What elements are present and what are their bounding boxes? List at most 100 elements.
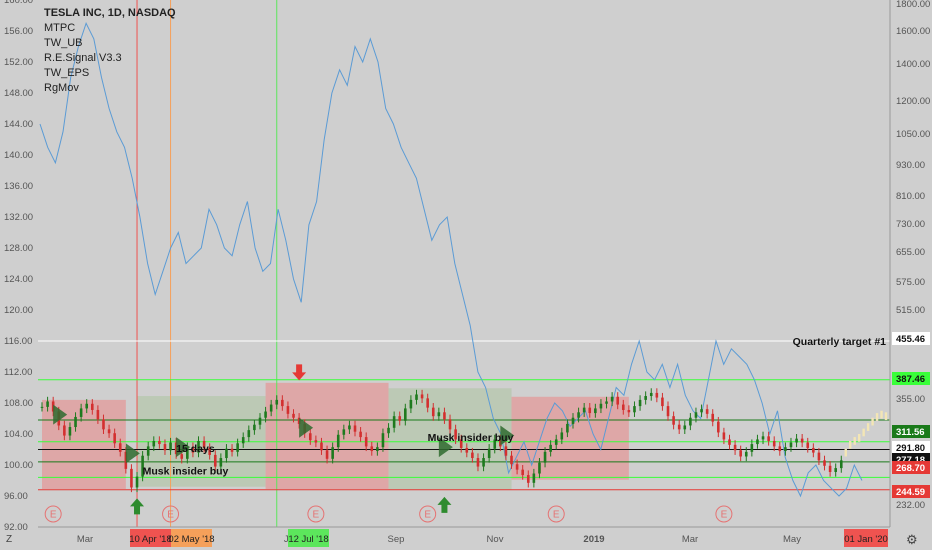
left-axis-tick-12: 112.00 [4,367,32,378]
candle-body [700,409,703,413]
earnings-e-label-1: E [167,510,174,521]
buy-arrow-icon-1 [437,496,452,513]
candle-body [661,397,664,407]
legend-study-tw-eps[interactable]: TW_EPS [44,67,90,79]
candle-body [705,409,709,414]
price-label-text-5: 268.70 [896,463,925,474]
candle-body [504,446,508,456]
price-label-box-6 [892,485,930,498]
candle-body [689,417,692,426]
right-axis-tick-12: 355.00 [896,394,925,405]
forecast-candle [884,412,888,421]
candle-body [778,446,782,452]
left-axis-tick-1: 156.00 [4,26,33,37]
candle-body [437,412,441,417]
candle-body [482,458,485,467]
candle-body [426,398,429,408]
candle-body [275,399,279,405]
candle-body [146,446,150,456]
candle-body [454,429,457,440]
candle-body [359,431,362,438]
signal-triangle-icon-3 [299,417,314,438]
legend-study-resignal[interactable]: R.E.Signal V3.3 [44,52,122,64]
candle-body [515,464,519,470]
zone-box-2 [265,382,389,490]
candle-body [40,406,44,408]
left-axis-tick-17: 92.00 [4,522,28,533]
candle-body [521,469,524,476]
x-axis-tick-6: May [783,534,801,545]
candle-body [420,394,424,399]
candle-body [582,407,586,413]
candle-body [839,460,843,469]
candle-body [208,447,211,455]
candle-body [197,440,200,453]
candle-body [409,399,413,409]
candle-body [308,433,312,441]
candle-body [638,399,642,407]
candle-body [46,401,49,407]
candle-body [526,475,530,483]
legend-study-mtpc[interactable]: MTPC [44,22,76,34]
forecast-candle [853,437,856,445]
earnings-e-label-4: E [553,510,560,521]
left-axis-tick-11: 116.00 [4,336,32,347]
earnings-e-label-5: E [721,510,728,521]
candle-body [85,403,89,409]
candle-body [118,443,122,452]
candle-body [320,442,323,451]
candle-body [387,427,390,434]
sell-arrow-icon [292,364,307,381]
candle-body [722,432,726,440]
right-axis-tick-14: 232.00 [896,500,925,511]
x-axis-tick-0: Mar [77,534,93,545]
candle-body [392,416,396,428]
x-axis-tick-5: Mar [682,534,698,545]
x-axis-highlight-text-2: 12 Jul '18 [288,534,328,545]
x-axis-highlight-3 [844,529,888,547]
candle-body [554,439,558,445]
candle-body [269,404,273,412]
candle-body [370,446,374,452]
candle-body [281,399,284,407]
right-axis-tick-1: 1600.00 [896,26,930,37]
candle-body [381,433,385,448]
left-axis-tick-10: 120.00 [4,305,33,316]
candle-body [336,434,340,448]
x-axis-highlight-0 [130,529,171,547]
earnings-e-label-0: E [50,510,57,521]
legend-title: TESLA INC, 1D, NASDAQ [44,7,176,19]
candle-body [566,423,569,433]
left-axis-tick-7: 132.00 [4,212,33,223]
candle-body [130,468,133,488]
candle-body [756,439,759,445]
legend-study-tw-ub[interactable]: TW_UB [44,37,83,49]
left-axis-tick-13: 108.00 [4,398,33,409]
candle-body [549,444,552,452]
x-axis-highlight-text-1: 02 May '18 [168,534,214,545]
candle-body [717,421,720,433]
candle-body [789,442,793,448]
x-axis-highlight-1 [171,529,212,547]
candle-body [241,437,245,444]
left-axis-tick-14: 104.00 [4,429,33,440]
candle-body [376,447,379,452]
signal-triangle-icon-4 [438,437,453,458]
timezone-toggle[interactable]: Z [6,534,13,545]
candle-body [683,425,687,430]
candle-body [236,443,239,452]
candle-body [404,408,407,421]
candle-body [594,408,597,414]
candle-body [493,439,497,449]
price-label-box-5 [892,461,930,474]
forecast-candle [849,440,852,449]
settings-gear-icon[interactable]: ⚙ [906,532,918,547]
candle-body [225,448,228,459]
candle-body [342,429,346,435]
earnings-e-icon-5 [715,505,733,523]
earnings-e-icon-1 [162,505,180,523]
candle-body [487,448,491,459]
legend-study-rgmov[interactable]: RgMov [44,82,79,94]
left-axis-tick-8: 128.00 [4,243,33,254]
